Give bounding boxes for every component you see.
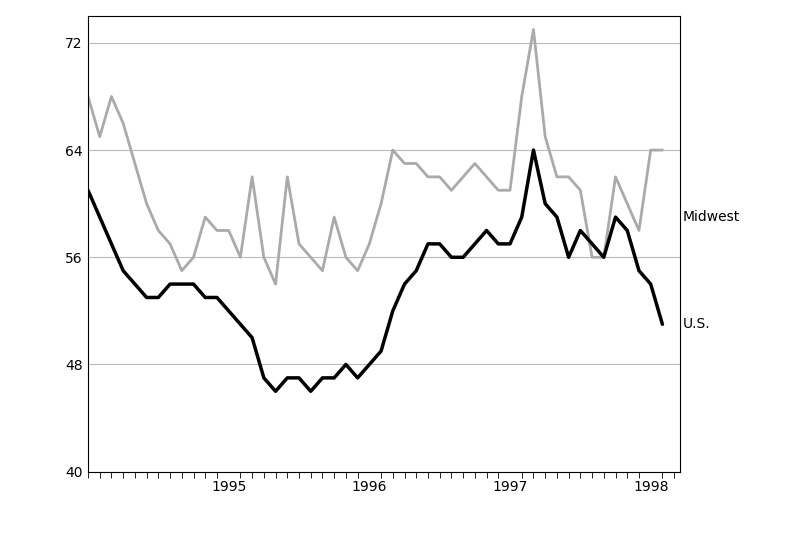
Text: U.S.: U.S. [683, 317, 710, 331]
Text: Midwest: Midwest [683, 210, 740, 224]
